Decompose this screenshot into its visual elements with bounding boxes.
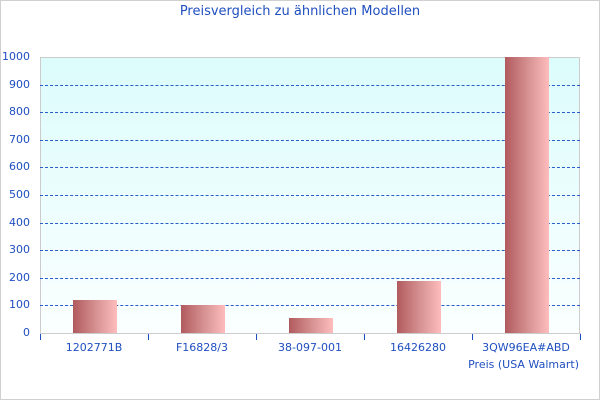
x-tick [472, 334, 473, 340]
y-tick-label: 700 [9, 132, 30, 146]
gridline [40, 277, 580, 279]
legend-series-label: Preis (USA Walmart) [468, 358, 579, 371]
x-tick [364, 334, 365, 340]
x-tick-label: 3QW96EA#ABD [482, 341, 570, 354]
x-tick [256, 334, 257, 340]
bar [181, 305, 225, 333]
x-tick-label: 38-097-001 [278, 341, 342, 354]
x-tick-label: 1202771B [65, 341, 123, 354]
y-tick-label: 500 [9, 188, 30, 201]
x-tick [580, 334, 581, 340]
bar [289, 317, 333, 333]
gridline [40, 222, 580, 224]
chart-title: Preisvergleich zu ähnlichen Modellen [179, 4, 421, 19]
y-tick-label: 0 [23, 326, 30, 339]
bar [505, 57, 549, 333]
x-axis-line [40, 333, 581, 334]
y-tick-label: 400 [9, 215, 30, 229]
y-tick-label: 300 [9, 243, 30, 257]
gridline [40, 112, 580, 114]
gridline [40, 84, 580, 86]
y-tick-label: 200 [9, 270, 30, 284]
x-tick-label: 16426280 [390, 341, 446, 354]
gridline [40, 250, 580, 252]
bar [73, 299, 117, 333]
y-tick-label: 800 [9, 105, 30, 119]
x-tick [148, 334, 149, 340]
y-tick-label: 900 [9, 77, 30, 91]
x-tick [40, 334, 41, 340]
gridline [40, 167, 580, 169]
gridline [40, 195, 580, 196]
y-tick-label: 600 [9, 160, 30, 174]
y-tick-label: 100 [9, 298, 30, 312]
gridline [40, 305, 580, 307]
x-tick-label: F16828/3 [175, 341, 229, 354]
y-tick-label: 1000 [2, 50, 30, 63]
bar [397, 280, 441, 333]
gridline [40, 139, 580, 141]
